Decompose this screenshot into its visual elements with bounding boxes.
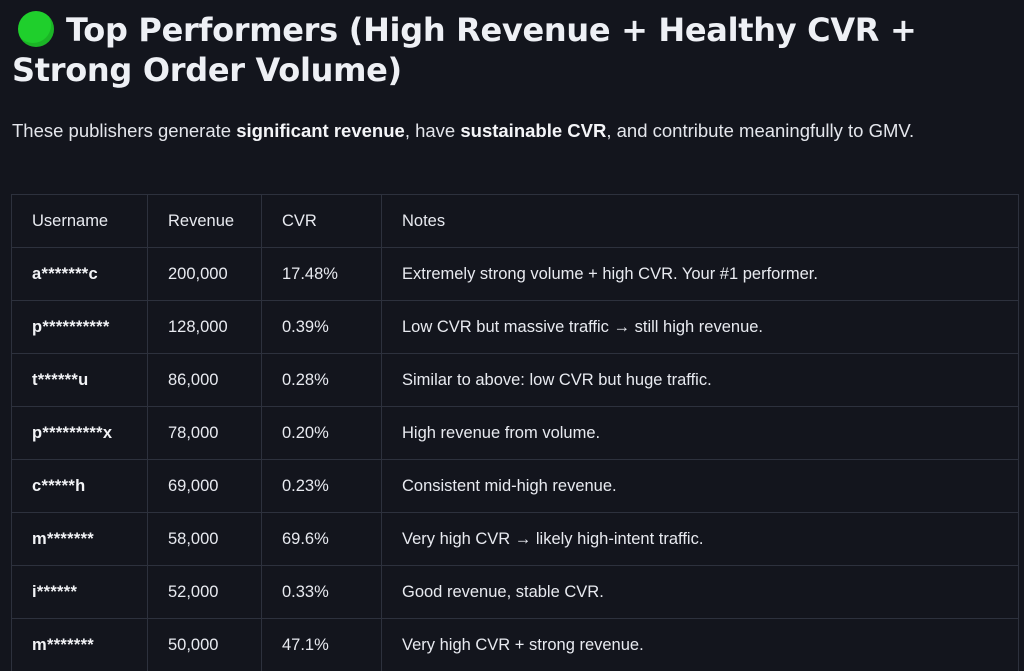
- column-header-cvr: CVR: [261, 194, 382, 248]
- column-header-notes: Notes: [381, 194, 1019, 248]
- username-cell: a*******c: [11, 247, 148, 301]
- username-cell: m*******: [11, 512, 148, 566]
- intro-text-1: These publishers generate: [12, 120, 237, 141]
- cvr-cell: 17.48%: [261, 247, 382, 301]
- intro-bold-2: sustainable CVR: [460, 120, 607, 141]
- revenue-cell: 50,000: [147, 618, 262, 671]
- cvr-cell: 47.1%: [261, 618, 382, 671]
- table-row: a*******c 200,000 17.48% Extremely stron…: [11, 247, 1019, 301]
- notes-cell: Similar to above: low CVR but huge traff…: [381, 353, 1019, 407]
- cvr-cell: 69.6%: [261, 512, 382, 566]
- table-row: c*****h 69,000 0.23% Consistent mid-high…: [11, 459, 1019, 513]
- cvr-cell: 0.20%: [261, 406, 382, 460]
- intro-text-3: , and contribute meaningfully to GMV.: [606, 120, 915, 141]
- cvr-cell: 0.39%: [261, 300, 382, 354]
- notes-cell: Very high CVR + strong revenue.: [381, 618, 1019, 671]
- table-row: p********** 128,000 0.39% Low CVR but ma…: [11, 300, 1019, 354]
- section-heading: Top Performers (High Revenue + Healthy C…: [12, 10, 1017, 90]
- table-row: m******* 50,000 47.1% Very high CVR + st…: [11, 618, 1019, 671]
- table-row: i****** 52,000 0.33% Good revenue, stabl…: [11, 565, 1019, 619]
- notes-cell: Good revenue, stable CVR.: [381, 565, 1019, 619]
- revenue-cell: 128,000: [147, 300, 262, 354]
- table-row: m******* 58,000 69.6% Very high CVR → li…: [11, 512, 1019, 566]
- intro-bold-1: significant revenue: [236, 120, 405, 141]
- notes-cell: High revenue from volume.: [381, 406, 1019, 460]
- cvr-cell: 0.28%: [261, 353, 382, 407]
- intro-text-2: , have: [404, 120, 461, 141]
- section-heading-text: Top Performers (High Revenue + Healthy C…: [12, 11, 917, 89]
- table-row: t******u 86,000 0.28% Similar to above: …: [11, 353, 1019, 407]
- notes-cell: Extremely strong volume + high CVR. Your…: [381, 247, 1019, 301]
- green-circle-icon: [18, 11, 54, 47]
- revenue-cell: 86,000: [147, 353, 262, 407]
- username-cell: c*****h: [11, 459, 148, 513]
- column-header-revenue: Revenue: [147, 194, 262, 248]
- notes-cell: Consistent mid-high revenue.: [381, 459, 1019, 513]
- cvr-cell: 0.23%: [261, 459, 382, 513]
- cvr-cell: 0.33%: [261, 565, 382, 619]
- username-cell: p**********: [11, 300, 148, 354]
- username-cell: t******u: [11, 353, 148, 407]
- notes-cell: Very high CVR → likely high-intent traff…: [381, 512, 1019, 566]
- revenue-cell: 52,000: [147, 565, 262, 619]
- table-header-row: Username Revenue CVR Notes: [11, 194, 1019, 248]
- revenue-cell: 58,000: [147, 512, 262, 566]
- username-cell: m*******: [11, 618, 148, 671]
- revenue-cell: 78,000: [147, 406, 262, 460]
- notes-cell: Low CVR but massive traffic → still high…: [381, 300, 1019, 354]
- username-cell: p*********x: [11, 406, 148, 460]
- username-cell: i******: [11, 565, 148, 619]
- performers-table: Username Revenue CVR Notes a*******c 200…: [11, 194, 1019, 671]
- intro-paragraph: These publishers generate significant re…: [12, 115, 1012, 146]
- revenue-cell: 200,000: [147, 247, 262, 301]
- revenue-cell: 69,000: [147, 459, 262, 513]
- table-row: p*********x 78,000 0.20% High revenue fr…: [11, 406, 1019, 460]
- column-header-username: Username: [11, 194, 148, 248]
